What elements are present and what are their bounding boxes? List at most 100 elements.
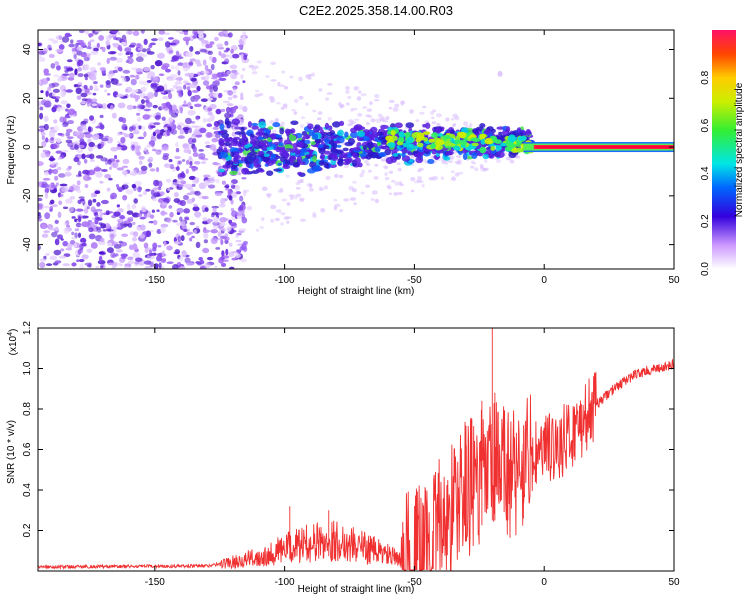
spectrogram-noise-cell [148, 220, 155, 224]
spectrogram-noise-cell [59, 183, 68, 187]
spectrogram-noise-cell [135, 56, 144, 63]
spectrogram-faint-cell [311, 72, 315, 77]
spectrogram-noise-cell [199, 127, 207, 134]
spectrogram-band-cell [255, 132, 264, 137]
spectrogram-noise-cell [55, 48, 63, 53]
spectrogram-noise-cell [62, 206, 69, 210]
spectrogram-noise-cell [137, 212, 143, 218]
spectrogram-noise-cell [40, 90, 44, 94]
spectrogram-noise-cell [174, 249, 181, 255]
spectrogram-band-cell [519, 131, 524, 137]
snr-y-tick-label: 0.2 [22, 523, 33, 537]
spectrogram-noise-cell [138, 194, 143, 198]
spectrogram-noise-cell [53, 119, 58, 124]
spectrogram-noise-cell [41, 140, 47, 148]
spectrogram-noise-cell [194, 177, 200, 184]
spectrogram-noise-cell [189, 72, 195, 77]
spectrogram-noise-cell [54, 238, 60, 246]
spectrogram-noise-cell [117, 66, 123, 72]
spectrogram-band-cell [515, 144, 522, 148]
spectrogram-noise-cell [50, 184, 58, 189]
spectrogram-faint-cell [435, 113, 442, 118]
spectrogram-noise-cell [224, 40, 229, 46]
spectrogram-noise-cell [158, 262, 162, 269]
spectrogram-faint-cell [305, 102, 309, 106]
spectrogram-noise-cell [215, 246, 221, 250]
spectrogram-marks [38, 30, 674, 269]
spectrogram-noise-cell [146, 73, 151, 80]
spectrogram-noise-cell [209, 41, 215, 45]
spectrogram-noise-cell [203, 239, 208, 244]
spectrogram-noise-cell [230, 73, 238, 80]
spectrogram-noise-cell [139, 233, 146, 239]
spectrogram-noise-cell [168, 108, 173, 115]
spectrogram-noise-cell [86, 206, 90, 210]
spectrogram-noise-cell [77, 73, 84, 78]
spectrogram-noise-cell [148, 249, 153, 254]
spectrogram-x-label: Height of straight line (km) [298, 286, 415, 297]
spectrogram-noise-cell [149, 261, 154, 268]
spectrogram-noise-cell [202, 80, 210, 86]
spectrogram-noise-cell [195, 116, 200, 121]
spectrogram-noise-cell [167, 37, 175, 40]
spectrogram-noise-cell [217, 230, 222, 238]
spectrogram-noise-cell [215, 133, 221, 139]
spectrogram-noise-cell [81, 254, 89, 260]
spectrogram-noise-cell [79, 243, 84, 251]
spectrogram-noise-cell [162, 63, 170, 68]
spectrogram-noise-cell [117, 220, 121, 228]
spectrogram-strong-cell [408, 143, 415, 149]
spectrogram-noise-cell [106, 73, 115, 77]
spectrogram-faint-cell [281, 70, 286, 74]
spectrogram-noise-cell [174, 64, 179, 71]
spectrogram-noise-cell [135, 125, 139, 132]
spectrogram-noise-cell [90, 206, 96, 213]
spectrogram-noise-cell [222, 100, 230, 104]
spectrogram-noise-cell [154, 114, 161, 120]
spectrogram-noise-cell [99, 67, 106, 71]
spectrogram-noise-cell [119, 47, 123, 52]
spectrogram-noise-cell [89, 221, 95, 227]
spectrogram-noise-cell [193, 160, 201, 165]
spectrogram-faint-cell [275, 209, 280, 213]
spectrogram-noise-cell [77, 67, 83, 72]
spectrogram-noise-cell [110, 192, 118, 200]
spectrogram-faint-cell [279, 187, 283, 193]
spectrogram-noise-cell [81, 153, 86, 160]
spectrogram-noise-cell [121, 233, 129, 238]
spectrogram-noise-cell [240, 53, 244, 61]
spectrogram-faint-cell [436, 122, 441, 127]
spectrogram-noise-cell [161, 116, 166, 121]
spectrogram-noise-cell [84, 184, 89, 189]
spectrogram-faint-cell [374, 163, 379, 167]
spectrogram-band-cell [289, 148, 298, 153]
spectrogram-noise-cell [194, 59, 201, 64]
spectrogram-noise-cell [65, 131, 71, 137]
spectrogram-strong-cell [387, 142, 396, 148]
spectrogram-noise-cell [202, 247, 210, 254]
spectrogram-band-cell [218, 137, 224, 145]
spectrogram-noise-cell [242, 189, 247, 197]
spectrogram-noise-cell [135, 74, 140, 80]
spectrogram-noise-cell [38, 128, 45, 132]
spectrogram-noise-cell [126, 104, 134, 110]
spectrogram-noise-cell [191, 125, 200, 128]
spectrogram-faint-cell [383, 165, 389, 169]
spectrogram-faint-cell [397, 167, 402, 172]
spectrogram-noise-cell [217, 237, 222, 241]
spectrogram-noise-cell [38, 218, 43, 222]
spectrogram-faint-cell [300, 116, 306, 120]
spectrogram-noise-cell [203, 262, 211, 269]
spectrogram-faint-cell [496, 159, 501, 164]
spectrogram-noise-cell [224, 185, 230, 189]
spectrogram-noise-cell [40, 78, 49, 85]
spectrogram-noise-cell [105, 210, 110, 216]
spectrogram-noise-cell [76, 149, 84, 153]
spectrogram-noise-cell [78, 30, 85, 34]
spectrogram-noise-cell [71, 236, 76, 240]
spectrogram-faint-cell [370, 197, 375, 201]
spectrogram-noise-cell [86, 248, 93, 253]
spectrogram-noise-cell [57, 75, 63, 83]
spectrogram-faint-cell [255, 228, 260, 232]
spectrogram-faint-cell [357, 90, 362, 94]
